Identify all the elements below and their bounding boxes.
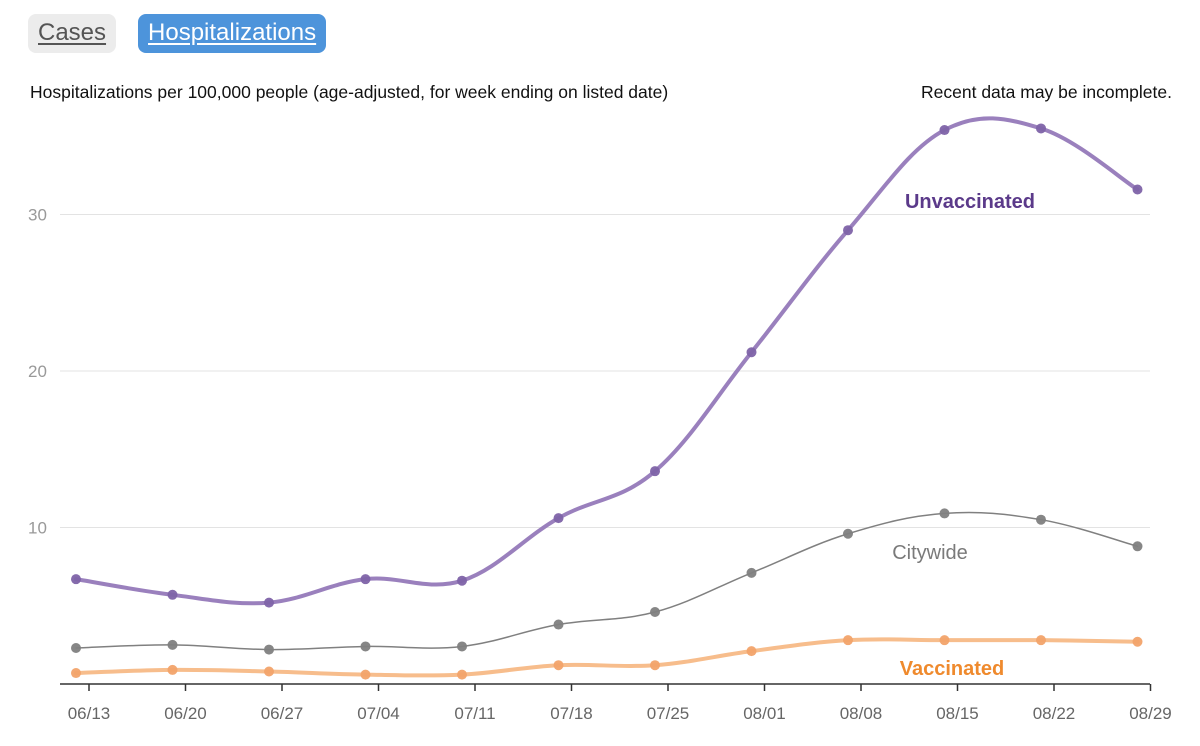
tab-hospitalizations[interactable]: Hospitalizations — [138, 14, 327, 53]
data-point-unvaccinated — [843, 225, 853, 236]
data-point-vaccinated — [1132, 636, 1143, 647]
data-point-unvaccinated — [167, 589, 178, 600]
data-point-vaccinated — [746, 646, 757, 657]
chart-subtitle: Hospitalizations per 100,000 people (age… — [30, 82, 669, 102]
x-axis: 06/13 06/20 06/27 07/04 07/11 07/18 07/25 08/01… — [60, 683, 1172, 723]
data-point-citywide — [939, 508, 950, 519]
y-tick-label: 10 — [28, 519, 47, 538]
series-label-unvaccinated: Unvaccinated — [905, 191, 1035, 213]
incomplete-data-note: Recent data may be incomplete. — [921, 82, 1172, 102]
x-tick-label: 06/20 — [164, 704, 207, 723]
series-label-vaccinated: Vaccinated — [900, 658, 1005, 680]
data-point-citywide — [264, 644, 274, 655]
data-point-unvaccinated — [939, 125, 950, 136]
data-point-citywide — [360, 641, 371, 652]
data-point-citywide — [843, 528, 853, 539]
data-point-citywide — [650, 607, 660, 618]
x-tick-label: 07/25 — [647, 704, 690, 723]
x-tick-label: 06/27 — [261, 704, 304, 723]
data-point-unvaccinated — [746, 347, 757, 358]
data-point-unvaccinated — [1036, 123, 1046, 134]
y-tick-label: 20 — [28, 362, 47, 381]
data-point-unvaccinated — [360, 574, 371, 585]
data-point-unvaccinated — [553, 513, 564, 524]
y-axis: 10 20 30 — [28, 206, 47, 538]
x-tick-label: 08/01 — [743, 704, 786, 723]
data-point-unvaccinated — [71, 574, 81, 585]
series-points — [71, 123, 1143, 680]
series-line-vaccinated — [74, 637, 1140, 678]
x-tick-label: 08/15 — [936, 704, 979, 723]
data-point-vaccinated — [457, 669, 467, 680]
gridlines — [60, 214, 1150, 529]
data-point-vaccinated — [939, 635, 950, 646]
x-tick-label: 08/22 — [1033, 704, 1076, 723]
data-point-citywide — [746, 567, 757, 578]
x-tick-label: 08/29 — [1129, 704, 1172, 723]
data-point-unvaccinated — [264, 597, 274, 608]
data-point-citywide — [71, 643, 81, 654]
data-point-vaccinated — [360, 669, 371, 680]
y-tick-label: 30 — [28, 206, 47, 225]
data-point-unvaccinated — [650, 466, 660, 477]
data-point-vaccinated — [71, 668, 81, 679]
x-tick-label: 08/08 — [840, 704, 883, 723]
data-point-vaccinated — [650, 660, 660, 671]
data-point-unvaccinated — [1132, 184, 1143, 195]
data-point-vaccinated — [843, 635, 853, 646]
data-point-unvaccinated — [457, 575, 467, 586]
data-point-citywide — [457, 641, 467, 652]
x-tick-label: 07/04 — [357, 704, 400, 723]
data-point-citywide — [553, 619, 564, 630]
series-line-citywide — [75, 511, 1139, 651]
data-point-vaccinated — [553, 660, 564, 671]
x-tick-label: 07/18 — [550, 704, 593, 723]
data-point-vaccinated — [264, 666, 274, 677]
tab-cases[interactable]: Cases — [28, 14, 117, 53]
data-point-citywide — [167, 639, 178, 650]
x-tick-label: 07/11 — [454, 704, 495, 723]
x-tick-label: 06/13 — [68, 704, 111, 723]
data-point-vaccinated — [1036, 635, 1046, 646]
series-label-citywide: Citywide — [892, 542, 968, 564]
data-point-citywide — [1036, 514, 1046, 525]
metric-tabs: Cases Hospitalizations — [28, 14, 327, 53]
data-point-citywide — [1132, 541, 1143, 552]
data-point-vaccinated — [167, 664, 178, 675]
